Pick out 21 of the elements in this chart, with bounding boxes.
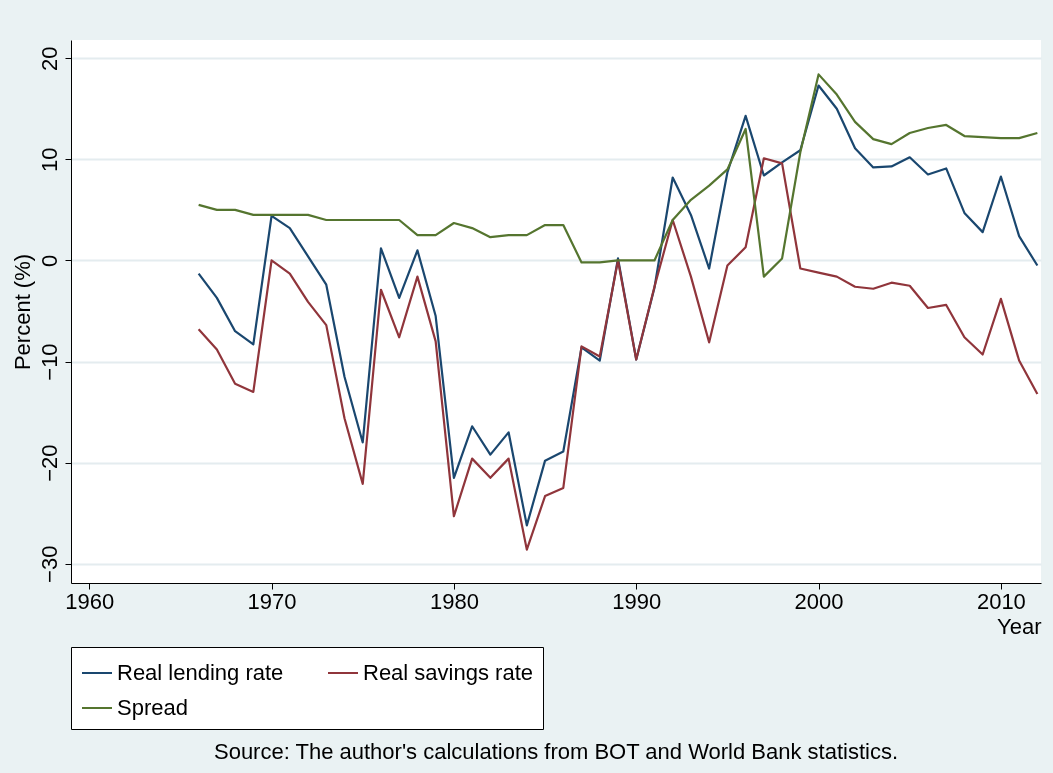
x-tick-label: 1990 — [612, 588, 662, 614]
x-tick-label: 2000 — [794, 588, 844, 614]
line-series — [197, 84, 1039, 527]
legend-label: Real lending rate — [117, 660, 284, 685]
x-tick-label: 1980 — [429, 588, 479, 614]
x-tick-label: 1960 — [65, 588, 115, 614]
y-tick-label: −30 — [36, 545, 62, 583]
line-series — [197, 157, 1039, 551]
y-tick-label: 10 — [36, 147, 62, 173]
y-tick-label: 20 — [36, 46, 62, 71]
y-tick-label: −10 — [36, 343, 62, 381]
x-axis-title: Year — [997, 613, 1042, 639]
y-axis-title: Percent (%) — [9, 253, 35, 371]
x-tick-label: 1970 — [247, 588, 297, 614]
y-tick-label: 0 — [36, 254, 62, 268]
y-tick-label: −20 — [36, 444, 62, 482]
line-series — [197, 73, 1039, 278]
source-note: Source: The author's calculations from BOT and World Bank statistics. — [213, 738, 899, 764]
x-tick-label: 2010 — [976, 588, 1026, 614]
legend-label: Spread — [117, 695, 188, 720]
legend-label: Real savings rate — [363, 660, 533, 685]
